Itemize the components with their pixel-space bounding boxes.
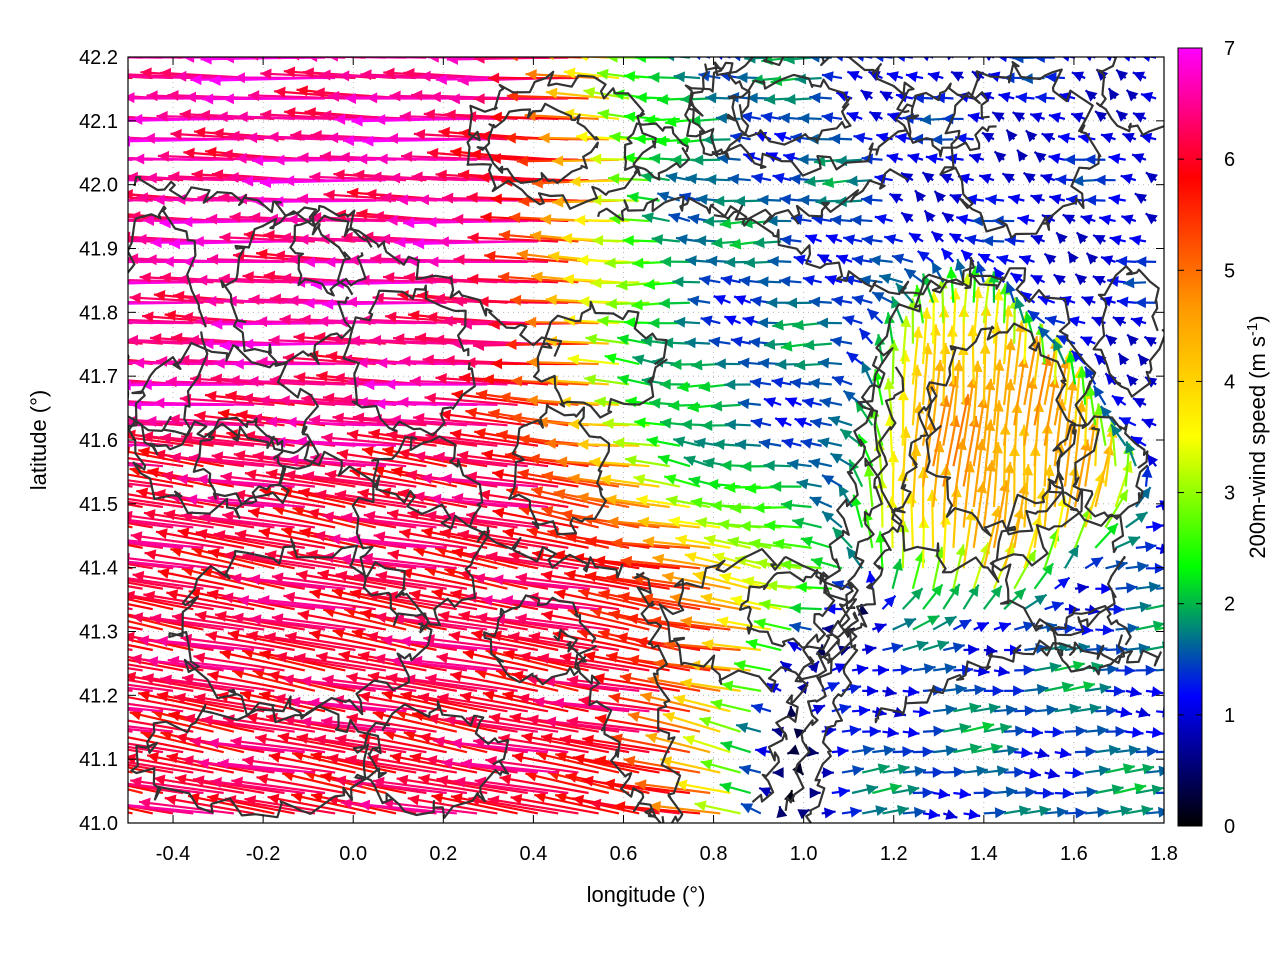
wind-arrow-shaft	[242, 344, 345, 345]
wind-arrow-shaft	[283, 180, 386, 181]
